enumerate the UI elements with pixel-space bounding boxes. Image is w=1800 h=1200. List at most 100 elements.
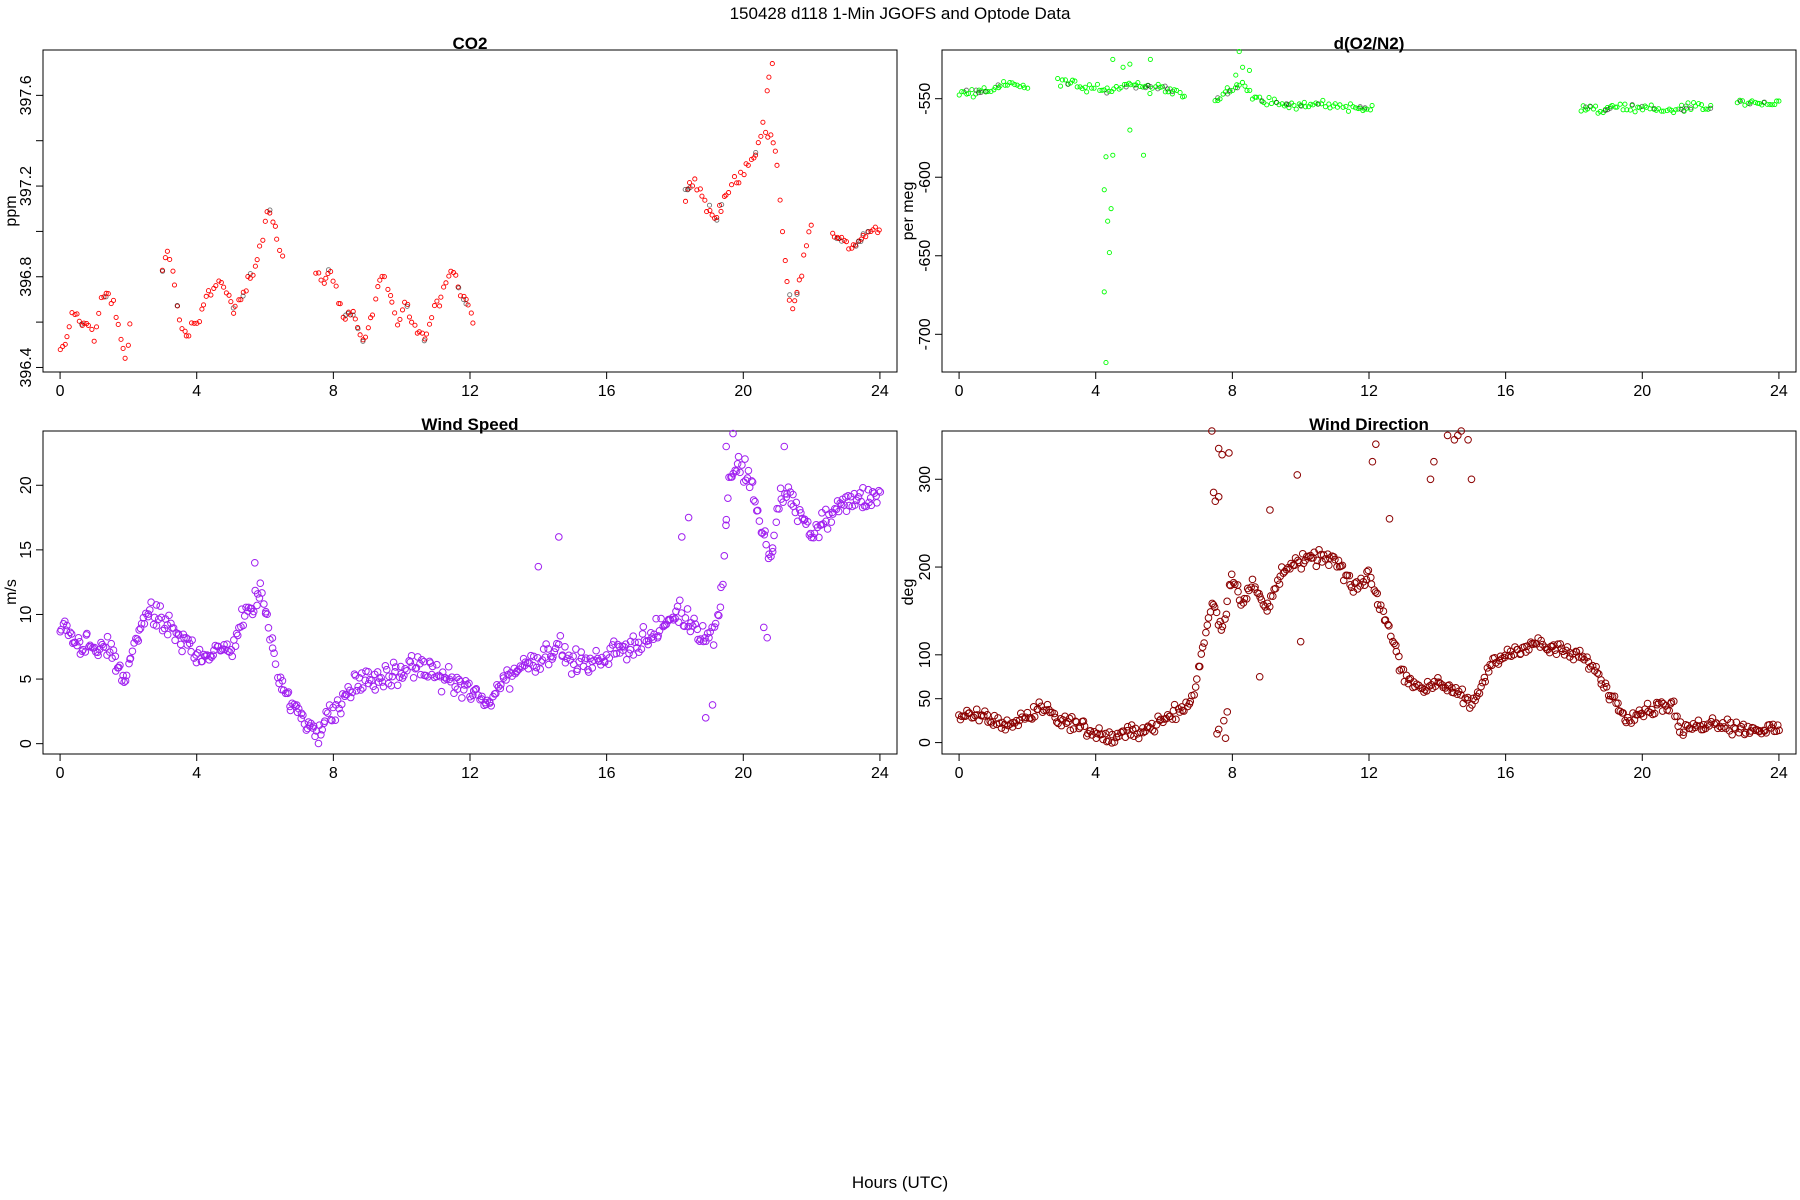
data-point <box>1624 107 1630 113</box>
data-point <box>1319 551 1328 559</box>
data-point <box>256 579 265 588</box>
data-point <box>1770 727 1779 736</box>
data-point <box>365 325 371 331</box>
data-point <box>1021 85 1027 91</box>
data-point <box>1694 716 1703 725</box>
data-point <box>250 558 259 567</box>
data-point <box>1209 488 1218 497</box>
data-point <box>764 554 773 563</box>
data-point <box>843 239 849 245</box>
data-point <box>1683 105 1689 111</box>
data-point <box>770 140 776 146</box>
data-point <box>208 292 214 298</box>
data-point <box>423 331 430 337</box>
data-point <box>766 74 772 80</box>
data-point <box>299 711 307 719</box>
data-point <box>391 663 400 671</box>
data-point <box>470 320 476 326</box>
data-point <box>1169 91 1175 97</box>
data-point <box>672 607 680 616</box>
data-point <box>1448 684 1456 692</box>
x-tick-label: 24 <box>1770 383 1788 400</box>
data-point <box>1610 692 1619 701</box>
y-tick-label: 200 <box>917 554 934 581</box>
data-point <box>1298 103 1304 109</box>
data-point <box>1769 102 1775 108</box>
data-point <box>1357 104 1363 110</box>
data-point <box>1218 450 1226 459</box>
data-point <box>1399 665 1408 674</box>
data-point <box>260 237 266 243</box>
data-point <box>461 296 467 303</box>
data-point <box>1345 108 1352 114</box>
data-point <box>631 638 639 647</box>
data-point <box>786 488 795 496</box>
data-point <box>416 670 425 679</box>
data-point <box>625 649 633 658</box>
data-point <box>280 253 286 259</box>
data-point <box>1182 698 1190 707</box>
data-point <box>714 217 720 223</box>
data-point <box>1103 154 1109 160</box>
data-point <box>323 275 329 281</box>
data-point <box>1375 605 1384 614</box>
data-point <box>959 89 965 95</box>
data-point <box>1296 637 1305 646</box>
data-point <box>444 662 453 671</box>
data-point <box>258 589 266 597</box>
data-point <box>297 714 306 723</box>
data-point <box>1198 643 1207 651</box>
data-point <box>836 499 845 507</box>
data-point <box>794 291 800 297</box>
data-point <box>978 89 984 95</box>
data-point <box>1556 640 1565 648</box>
data-point <box>1385 622 1393 630</box>
data-point <box>250 272 256 278</box>
data-point <box>850 242 856 248</box>
data-point <box>608 641 617 649</box>
x-tick-label: 16 <box>1497 383 1515 400</box>
data-point <box>362 334 369 340</box>
data-point <box>359 684 367 692</box>
data-point <box>622 655 631 664</box>
data-point <box>1708 102 1714 109</box>
x-tick-label: 0 <box>955 765 964 782</box>
data-point <box>1313 556 1322 565</box>
data-point <box>744 466 753 475</box>
data-point <box>728 473 736 481</box>
data-point <box>318 277 324 283</box>
data-point <box>224 647 232 655</box>
data-point <box>759 623 768 632</box>
data-point <box>395 673 404 682</box>
data-point <box>782 493 791 502</box>
data-point <box>802 520 810 528</box>
data-point <box>1230 87 1236 93</box>
data-point <box>1537 636 1545 645</box>
data-point <box>1276 102 1282 108</box>
data-point <box>348 688 357 697</box>
x-tick-label: 8 <box>329 765 338 782</box>
data-point <box>416 329 422 335</box>
data-point <box>182 328 188 334</box>
data-point <box>286 706 295 715</box>
data-point <box>331 716 340 725</box>
data-point <box>1769 720 1777 729</box>
data-point <box>1464 435 1472 444</box>
data-point <box>956 92 962 98</box>
data-point <box>179 326 185 332</box>
data-point <box>781 490 789 498</box>
data-point <box>793 517 802 526</box>
data-point <box>1387 632 1395 641</box>
data-point <box>434 298 440 304</box>
data-point <box>674 618 683 626</box>
data-point <box>1679 102 1685 108</box>
scatter-points <box>955 427 1783 747</box>
data-point <box>388 293 394 299</box>
data-point <box>1584 657 1593 666</box>
data-point <box>122 355 128 361</box>
data-point <box>1057 721 1066 730</box>
data-point <box>573 665 582 673</box>
data-point <box>997 83 1003 89</box>
data-point <box>876 227 882 233</box>
y-tick-label: 100 <box>917 641 934 668</box>
